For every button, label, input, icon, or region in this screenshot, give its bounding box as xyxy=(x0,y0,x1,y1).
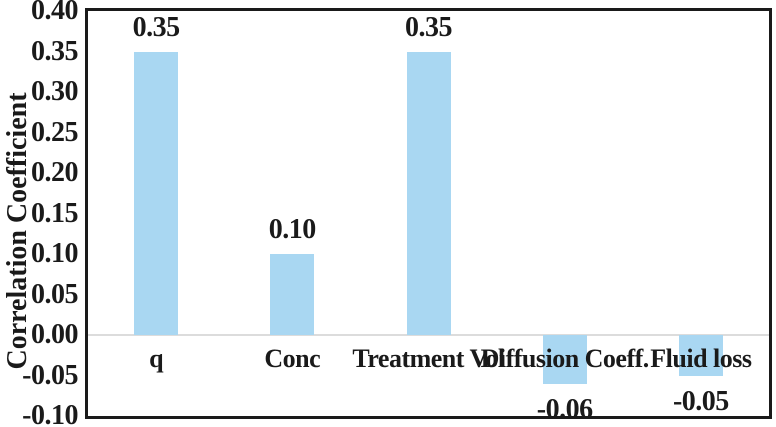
bar-treatment-vol xyxy=(406,51,451,335)
y-axis-tick-label: 0.05 xyxy=(31,278,79,310)
y-axis-tick-label: -0.05 xyxy=(22,359,78,391)
y-axis-tick-label: 0.00 xyxy=(31,319,79,350)
category-label: Fluid loss xyxy=(650,344,752,373)
y-axis-tick-label: -0.10 xyxy=(22,400,78,427)
category-label: Diffusion Coeff. xyxy=(480,344,650,373)
y-axis-tick-label: 0.15 xyxy=(31,197,79,229)
y-axis-tick-label: 0.10 xyxy=(31,238,79,269)
y-axis-tick-label: 0.20 xyxy=(31,157,79,188)
category-label: q xyxy=(149,344,164,373)
bar-value-label: -0.05 xyxy=(672,385,729,417)
category-label: Conc xyxy=(264,344,321,373)
bar-q xyxy=(134,51,179,335)
bar-fluid-loss xyxy=(678,335,723,376)
y-axis-title: Correlation Coefficient xyxy=(2,92,33,370)
bar-conc xyxy=(270,254,315,335)
bar-value-label: 0.35 xyxy=(405,11,453,43)
plot-area-frame xyxy=(85,8,772,419)
bar-value-label: 0.10 xyxy=(268,214,317,245)
bar-value-label: 0.35 xyxy=(132,11,181,43)
y-axis-tick-label: 0.30 xyxy=(31,76,79,107)
zero-gridline xyxy=(88,334,769,336)
y-axis-tick-label: 0.40 xyxy=(31,0,79,26)
y-axis-tick-label: 0.35 xyxy=(31,35,79,67)
y-axis-tick-label: 0.25 xyxy=(31,116,79,148)
bar-value-label: -0.06 xyxy=(536,393,593,425)
bar-diffusion-coeff xyxy=(542,335,587,384)
category-label: Treatment Vol xyxy=(352,344,505,373)
